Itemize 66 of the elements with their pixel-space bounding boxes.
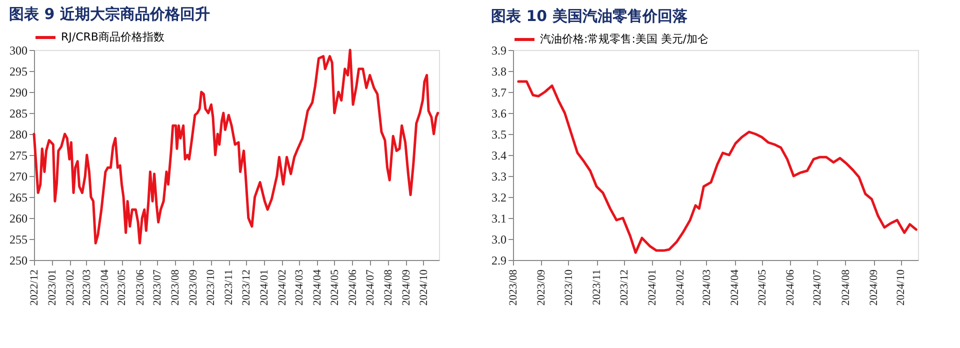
line-series [32,48,440,244]
y-tick-label: 280 [10,128,28,142]
y-tick-label: 270 [10,170,28,184]
y-tick-label: 3.0 [492,232,506,246]
x-tick-label: 2023/12 [240,270,253,306]
x-tick-label: 2023/09 [536,269,548,306]
y-tick-label: 295 [10,64,28,78]
y-tick-label: 3.1 [492,212,506,226]
x-tick-label: 2024/05 [756,269,768,306]
x-tick-label: 2024/10 [895,269,908,306]
x-tick-label: 2024/06 [346,269,359,306]
y-tick-label: 300 [10,44,28,58]
y-tick-label: 3.6 [492,106,506,120]
x-tick-label: 2023/10 [562,269,575,306]
x-tick-label: 2024/07 [812,269,824,306]
x-tick-label: 2024/01 [646,270,658,306]
x-tick-label: 2023/12 [618,270,630,306]
x-tick-label: 2024/05 [328,269,341,306]
y-tick-label: 260 [10,212,28,226]
y-tick-label: 3.5 [492,128,506,142]
chart-title: 图表 9 近期大宗商品价格回升 [9,5,210,23]
x-tick-label: 2023/04 [98,269,111,306]
y-tick-label: 285 [10,106,28,120]
x-tick-label: 2024/09 [868,269,880,306]
x-tick-label: 2023/10 [205,269,218,306]
x-tick-label: 2023/09 [188,269,200,306]
legend-label: RJ/CRB商品价格指数 [61,30,164,44]
line-series [517,80,918,254]
x-tick-label: 2023/01 [46,270,59,306]
x-tick-label: 2023/07 [152,269,164,306]
legend-label: 汽油价格:常规零售:美国 美元/加仑 [540,32,709,46]
x-tick-label: 2022/12 [28,270,40,306]
x-tick-label: 2024/03 [293,269,306,306]
x-tick-label: 2024/03 [700,269,713,306]
x-tick-label: 2023/08 [508,269,520,306]
y-tick-label: 3.3 [492,170,506,184]
y-tick-label: 265 [10,190,28,204]
y-tick-label: 290 [10,86,28,100]
x-tick-label: 2024/10 [418,269,430,306]
y-tick-label: 250 [10,254,28,268]
y-tick-label: 275 [10,148,28,162]
x-tick-label: 2024/07 [364,269,376,306]
x-tick-label: 2023/06 [134,269,146,306]
x-tick-label: 2023/02 [64,270,77,306]
x-tick-label: 2024/02 [276,270,289,306]
x-tick-label: 2024/08 [840,269,852,306]
y-tick-label: 3.4 [492,148,506,162]
x-tick-label: 2023/08 [170,269,182,306]
x-tick-label: 2024/02 [674,270,687,306]
y-tick-label: 3.7 [492,86,506,100]
x-tick-label: 2024/01 [258,270,271,306]
x-tick-label: 2024/04 [311,269,324,306]
x-tick-label: 2024/06 [784,269,796,306]
y-tick-label: 2.9 [492,254,506,268]
y-tick-label: 3.9 [492,44,506,58]
chart-title: 图表 10 美国汽油零售价回落 [491,7,688,25]
y-tick-label: 3.8 [492,64,506,78]
x-tick-label: 2023/03 [80,269,93,306]
x-tick-label: 2024/08 [382,269,394,306]
x-tick-label: 2024/04 [729,269,742,306]
x-tick-label: 2024/09 [400,269,412,306]
x-tick-label: 2023/11 [223,270,236,306]
y-tick-label: 255 [10,232,28,246]
x-tick-label: 2023/11 [591,270,604,306]
x-tick-label: 2023/05 [116,269,128,306]
y-tick-label: 3.2 [492,190,506,204]
